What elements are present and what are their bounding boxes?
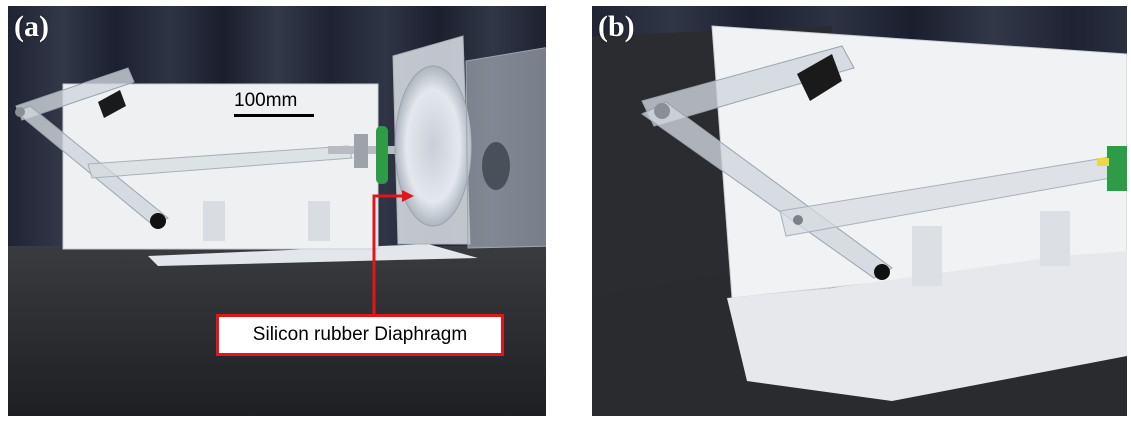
yellow-fitting bbox=[1097, 158, 1109, 166]
cylinder-chamber bbox=[465, 47, 546, 249]
green-coupler bbox=[376, 126, 388, 184]
scale-bar-label: 100mm bbox=[234, 90, 298, 111]
shaft-bearing bbox=[354, 134, 368, 168]
base-plate bbox=[727, 251, 1127, 401]
pivot-pin bbox=[654, 103, 670, 119]
silicon-rubber-diaphragm bbox=[394, 65, 472, 227]
base-plate bbox=[148, 244, 478, 266]
photo-panel-b: (b) bbox=[592, 6, 1127, 416]
bracket-left bbox=[203, 201, 225, 241]
connecting-rod bbox=[87, 145, 353, 179]
bracket-right bbox=[308, 201, 330, 241]
pivot-wheel bbox=[874, 264, 890, 280]
scale-bar bbox=[234, 114, 314, 117]
callout-arrow-head bbox=[402, 190, 414, 202]
pivot-wheel bbox=[150, 213, 166, 229]
crank-bracket bbox=[98, 90, 126, 118]
bracket-right bbox=[1040, 211, 1070, 266]
bracket-left bbox=[912, 226, 942, 286]
chamber-port bbox=[482, 142, 510, 190]
crank-bracket bbox=[797, 54, 842, 101]
panel-label-a: (a) bbox=[14, 10, 49, 43]
diaphragm-callout: Silicon rubber Diaphragm bbox=[216, 314, 504, 356]
panel-label-b: (b) bbox=[598, 10, 635, 43]
pivot-pin bbox=[15, 107, 25, 117]
photo-panel-a: (a) 100mm Silicon rubber Diaphragm bbox=[8, 6, 546, 416]
callout-arrow-line bbox=[372, 194, 404, 314]
rod-pivot bbox=[793, 215, 803, 225]
photo-b-scene bbox=[592, 6, 1127, 416]
green-coupler bbox=[1107, 146, 1127, 191]
